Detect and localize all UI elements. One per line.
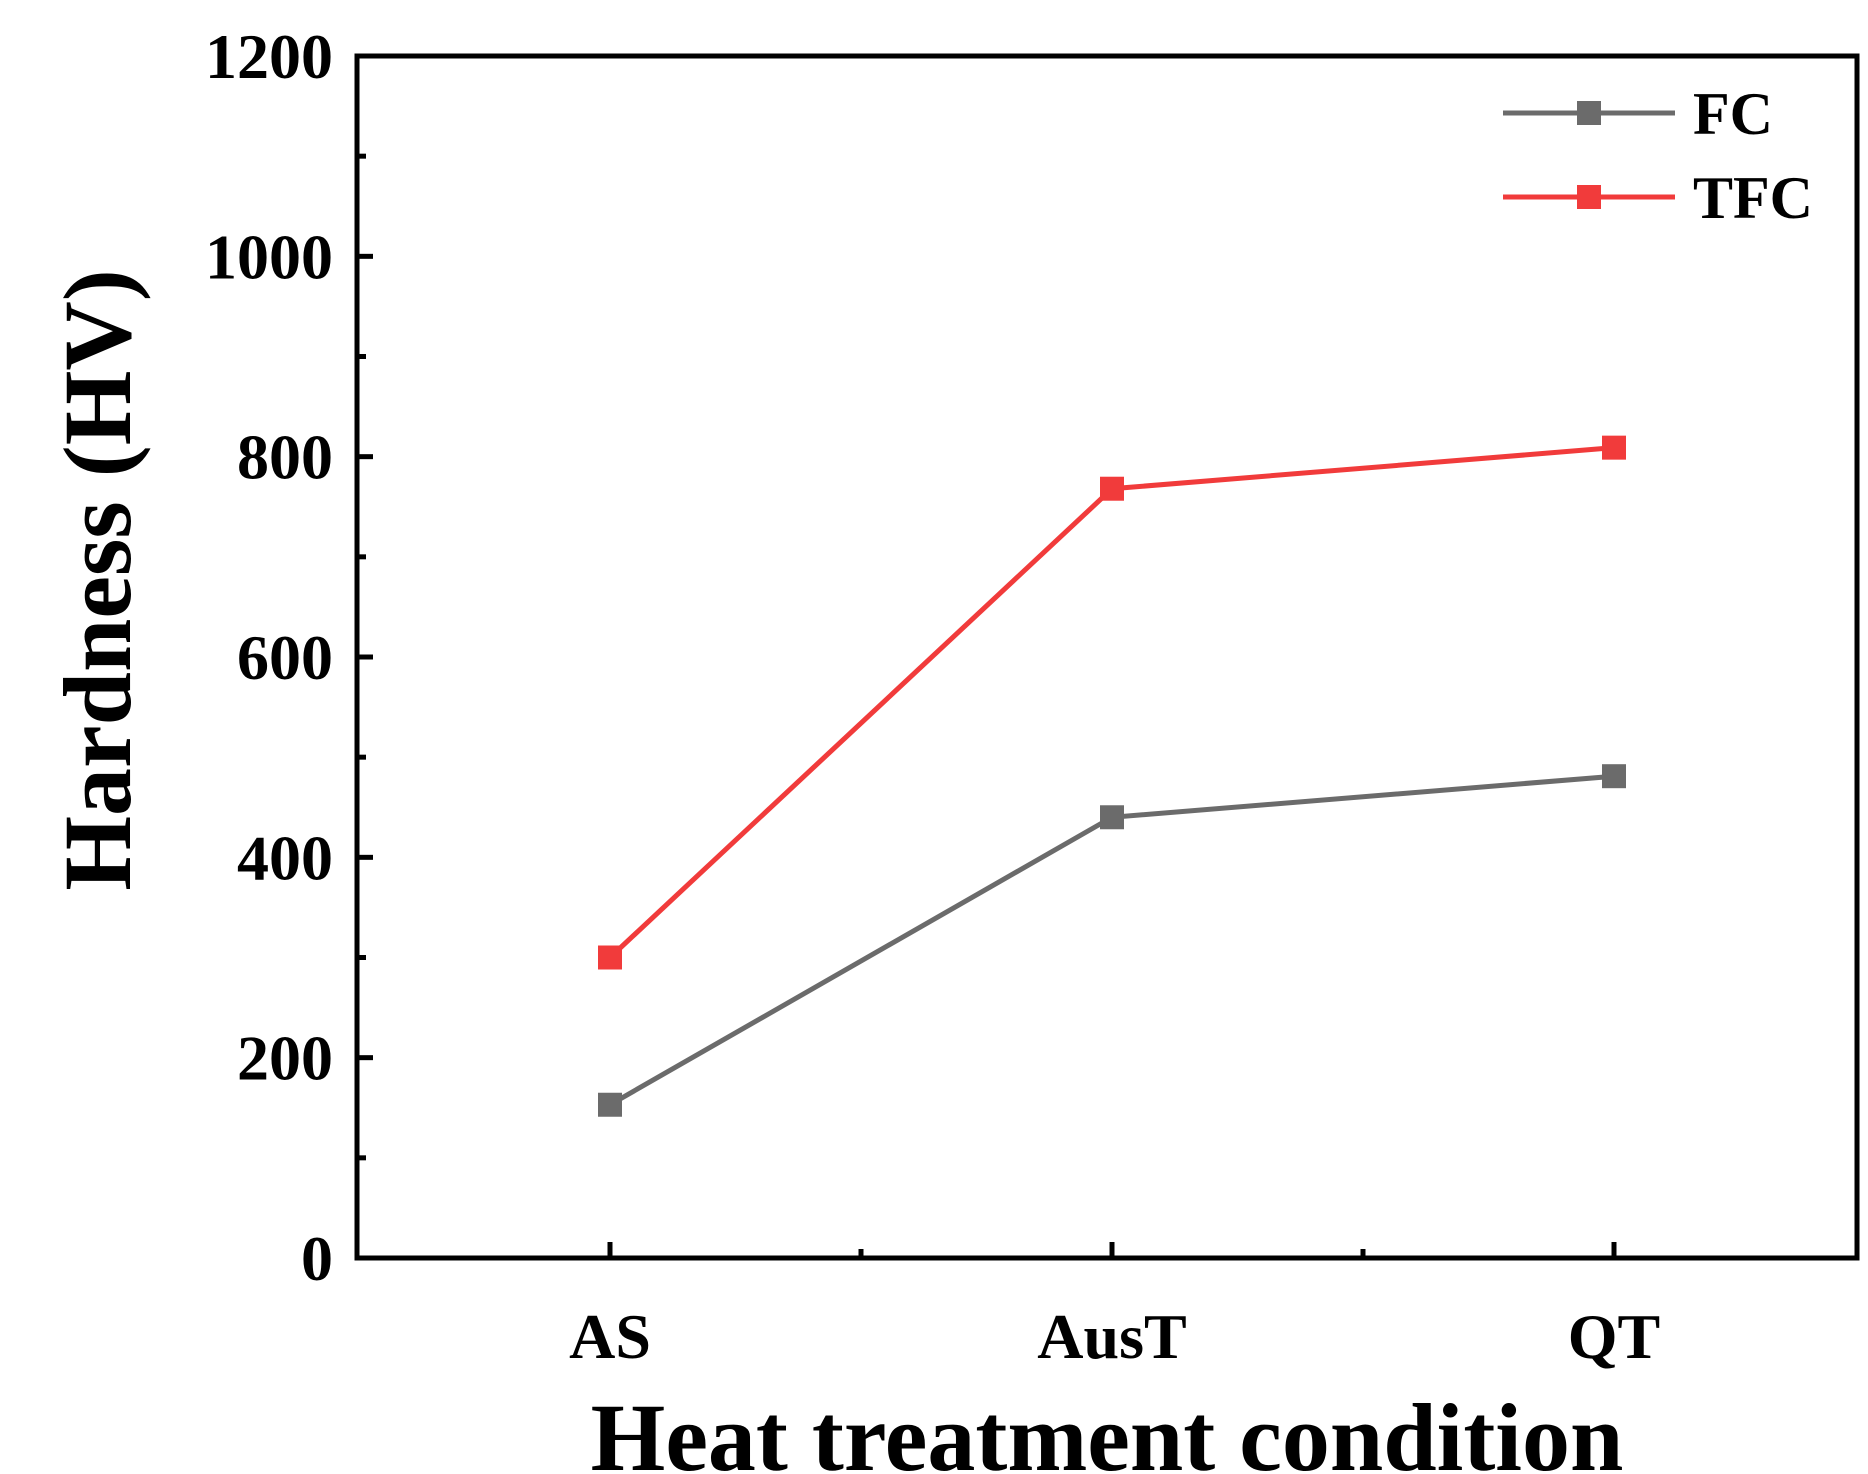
- y-axis-title: Hardness (HV): [44, 269, 151, 890]
- series-markers: [598, 435, 1626, 1117]
- data-point-tfc-as: [598, 945, 622, 970]
- data-point-fc-as: [598, 1092, 622, 1117]
- data-point-tfc-qt: [1602, 435, 1626, 460]
- y-tick-label: 1200: [205, 21, 333, 92]
- y-tick-label: 600: [237, 622, 333, 693]
- x-tick-label: QT: [1568, 1301, 1660, 1372]
- legend-label-tfc: TFC: [1693, 165, 1813, 231]
- y-tick-label: 800: [237, 422, 333, 493]
- legend-label-fc: FC: [1693, 81, 1773, 147]
- series-lines: [608, 445, 1615, 1107]
- x-tick-label: AusT: [1037, 1301, 1186, 1372]
- y-axis-ticks: 0 200 400 600 800 1000 1200: [205, 21, 373, 1294]
- plot-frame: [354, 53, 1860, 1261]
- data-point-tfc-aust: [1100, 476, 1124, 501]
- y-tick-label: 1000: [205, 221, 333, 292]
- x-axis-ticks: AS AusT QT: [569, 1242, 1660, 1372]
- legend: FC TFC: [1503, 81, 1813, 231]
- y-tick-label: 400: [237, 822, 333, 893]
- data-point-fc-qt: [1602, 764, 1626, 789]
- legend-marker-fc: [1577, 101, 1601, 125]
- data-point-fc-aust: [1100, 805, 1124, 830]
- y-tick-label: 200: [237, 1023, 333, 1094]
- series-line-tfc: [608, 445, 1615, 960]
- y-tick-label: 0: [301, 1223, 333, 1294]
- x-tick-label: AS: [569, 1301, 651, 1372]
- legend-marker-tfc: [1577, 185, 1601, 209]
- x-axis-title: Heat treatment condition: [591, 1384, 1624, 1474]
